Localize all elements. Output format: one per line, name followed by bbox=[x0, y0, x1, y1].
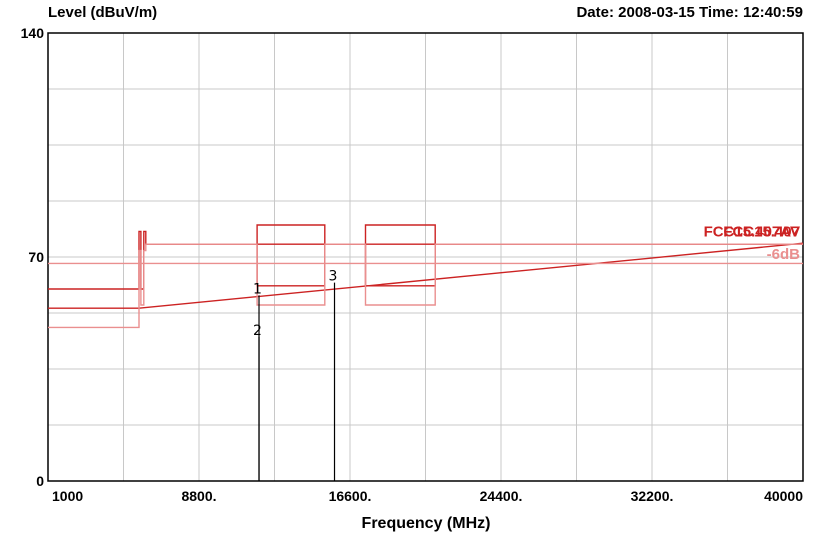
limit-label: FCC15.407AV bbox=[704, 224, 800, 241]
x-tick-label: 24400. bbox=[480, 488, 523, 504]
series-layer bbox=[48, 224, 804, 329]
x-tick-labels: 1000 8800. 16600. 24400. 32200. 40000 bbox=[52, 488, 803, 504]
grid bbox=[48, 33, 803, 481]
date-time-stamp: Date: 2008-03-15 Time: 12:40:59 bbox=[576, 4, 803, 21]
x-axis-title: Frequency (MHz) bbox=[362, 515, 491, 532]
limit-label: FCC15.407 bbox=[723, 224, 800, 241]
x-tick-label: 8800. bbox=[181, 488, 216, 504]
x-tick-label: 32200. bbox=[631, 488, 674, 504]
marker-label-3: 3 bbox=[329, 269, 338, 285]
marker-label-2: 2 bbox=[253, 323, 262, 339]
y-tick-label: 0 bbox=[36, 473, 44, 489]
plot-frame bbox=[47, 32, 804, 482]
x-tick-label: 16600. bbox=[329, 488, 372, 504]
y-tick-label: 70 bbox=[28, 249, 44, 265]
marker-layer: 1 2 3 bbox=[253, 269, 337, 481]
x-tick-label: 40000 bbox=[764, 488, 803, 504]
series-line-3 bbox=[48, 243, 803, 329]
limit-label: -6dB bbox=[767, 246, 801, 263]
y-tick-label: 140 bbox=[21, 25, 45, 41]
y-axis-title: Level (dBuV/m) bbox=[48, 4, 157, 21]
marker-label-1: 1 bbox=[253, 281, 262, 297]
x-tick-label: 1000 bbox=[52, 488, 83, 504]
y-tick-labels: 0 70 140 bbox=[21, 25, 45, 489]
